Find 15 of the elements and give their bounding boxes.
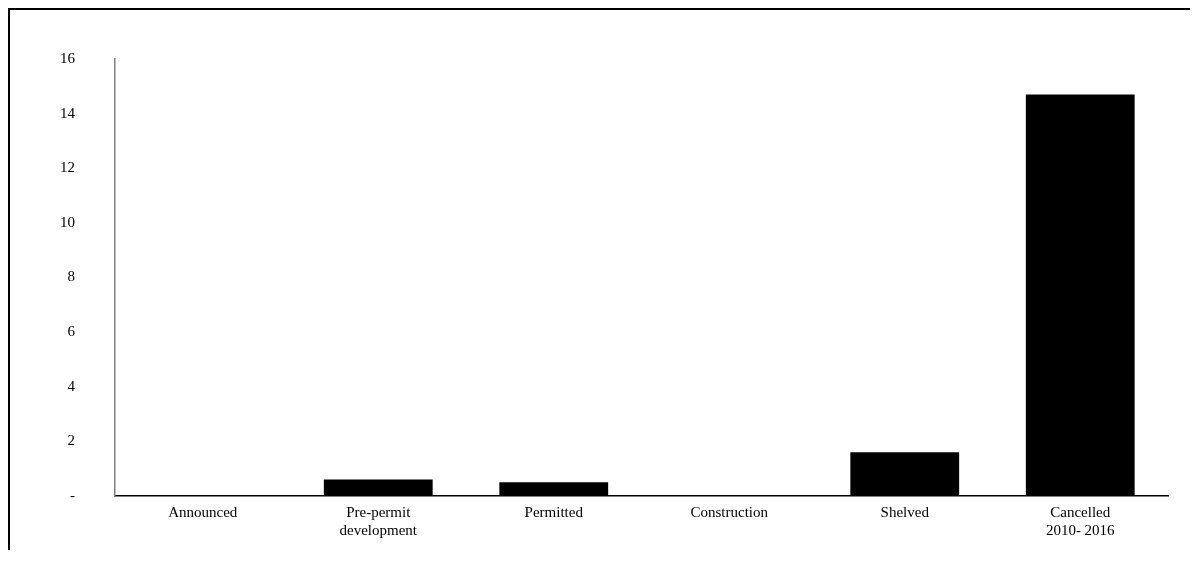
y-tick-label: - xyxy=(70,486,75,503)
y-tick-label: 2 xyxy=(67,432,75,449)
y-tick-label: 6 xyxy=(67,323,76,340)
y-tick-label: 12 xyxy=(60,159,75,176)
y-tick-label: 16 xyxy=(60,49,76,66)
x-tick-label: Cancelled 2010- 2016 xyxy=(1045,503,1116,538)
y-tick-label: 4 xyxy=(67,377,76,394)
y-tick-label: 10 xyxy=(60,213,75,230)
x-tick-label: Permitted xyxy=(524,503,584,520)
x-tick-label: Pre-permit development xyxy=(339,503,418,538)
x-tick-label: Announced xyxy=(168,503,238,520)
x-tick-label: Construction xyxy=(690,503,769,520)
x-tick-label: Shelved xyxy=(880,503,930,520)
y-tick-label: 8 xyxy=(67,268,75,285)
y-tick-label: 14 xyxy=(60,104,76,121)
